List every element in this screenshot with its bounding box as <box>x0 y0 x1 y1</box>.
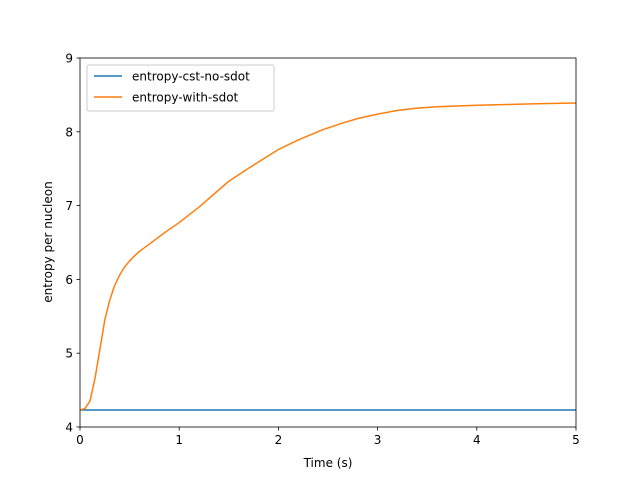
legend-box <box>86 64 275 112</box>
y-tick-label: 4 <box>65 421 73 435</box>
x-axis-label: Time (s) <box>303 456 353 470</box>
axes-frame <box>79 57 577 428</box>
axis-ticks: 0 1 2 3 4 5 4 5 6 7 8 9 <box>65 52 579 448</box>
x-tick-label: 0 <box>76 433 84 447</box>
x-tick-label: 1 <box>175 433 183 447</box>
y-tick-label: 5 <box>65 347 73 361</box>
legend: entropy-cst-no-sdot entropy-with-sdot <box>86 64 275 112</box>
legend-entry-label: entropy-cst-no-sdot <box>132 70 250 84</box>
x-tick-label: 3 <box>374 433 382 447</box>
legend-entry-label: entropy-with-sdot <box>132 91 239 105</box>
y-axis-label: entropy per nucleon <box>41 181 55 302</box>
x-tick-label: 2 <box>275 433 283 447</box>
plot-area <box>79 57 577 428</box>
series-line-2 <box>79 102 577 411</box>
y-tick-label: 9 <box>65 52 73 66</box>
y-tick-label: 6 <box>65 273 73 287</box>
x-tick-label: 4 <box>473 433 481 447</box>
y-tick-label: 7 <box>65 199 73 213</box>
x-tick-label: 5 <box>572 433 580 447</box>
y-tick-label: 8 <box>65 125 73 139</box>
